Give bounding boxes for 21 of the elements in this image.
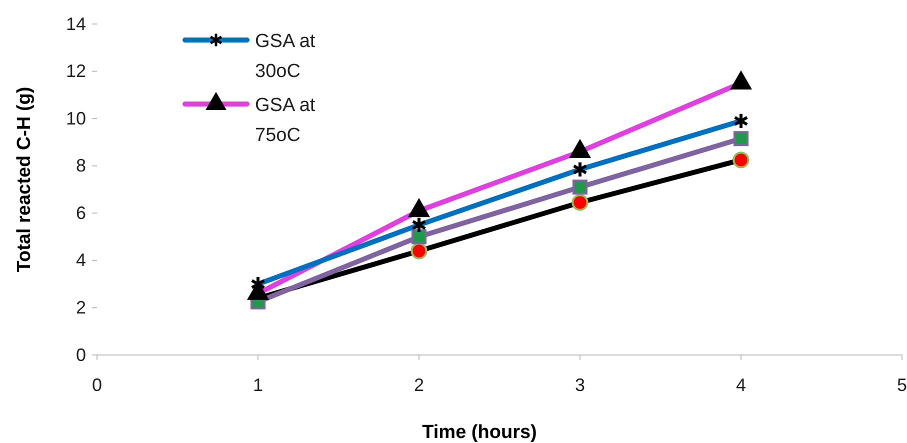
y-tick-label: 14 (66, 14, 86, 34)
y-tick-label: 10 (66, 108, 86, 128)
point (572, 180, 588, 195)
x-tick-label: 5 (896, 374, 907, 395)
point (411, 229, 427, 244)
y-tick-label: 12 (66, 61, 86, 82)
y-tick-label: 0 (76, 344, 86, 365)
legend-label: GSA at 30oC (255, 31, 316, 82)
x-tick-label: 3 (574, 374, 586, 395)
y-tick-label: 4 (76, 250, 86, 270)
x-tick-label: 4 (736, 374, 746, 395)
x-axis-title: Time (hours) (422, 422, 537, 443)
x-tick-label: 2 (414, 374, 424, 395)
y-tick-label: 2 (76, 297, 86, 318)
x-tick-label: 0 (92, 374, 102, 395)
point (733, 131, 749, 146)
legend-label: GSA at 75oC (255, 95, 316, 146)
y-axis-title: Total reacted C-H (g) (14, 86, 35, 272)
y-tick-label: 8 (76, 156, 86, 176)
x-tick-label: 1 (252, 374, 264, 395)
y-tick-label: 6 (76, 202, 86, 223)
